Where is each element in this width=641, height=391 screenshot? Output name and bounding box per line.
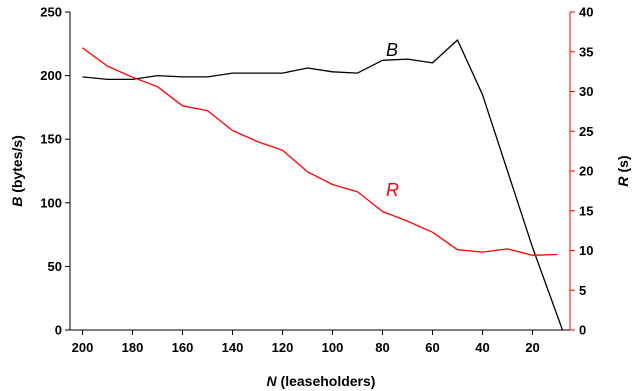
y-left-tick-label: 100 bbox=[40, 195, 62, 210]
y-right-tick-label: 5 bbox=[579, 283, 586, 298]
x-tick-label: 60 bbox=[425, 340, 439, 355]
series-line-r bbox=[82, 47, 558, 256]
x-tick-label: 40 bbox=[475, 340, 489, 355]
y-right-tick-label: 30 bbox=[579, 84, 593, 99]
y-right-tick-label: 35 bbox=[579, 44, 593, 59]
series-line-b bbox=[82, 39, 564, 331]
y-right-tick-label: 10 bbox=[579, 243, 593, 258]
y-right-tick-label: 20 bbox=[579, 164, 593, 179]
y-left-tick-label: 50 bbox=[48, 259, 62, 274]
y-right-tick-label: 25 bbox=[579, 124, 593, 139]
right-axis-ticks: 0 5 10 15 20 25 30 35 40 bbox=[570, 5, 593, 338]
x-tick-label: 140 bbox=[222, 340, 244, 355]
y-left-tick-label: 150 bbox=[40, 132, 62, 147]
y-right-tick-label: 0 bbox=[579, 323, 586, 338]
y-left-axis-title: B (bytes/s) bbox=[9, 135, 25, 207]
y-right-axis-title: R (s) bbox=[615, 155, 631, 186]
x-tick-label: 200 bbox=[72, 340, 94, 355]
y-left-tick-label: 250 bbox=[40, 5, 62, 20]
y-left-tick-label: 0 bbox=[55, 323, 62, 338]
x-axis-title: N (leaseholders) bbox=[267, 373, 376, 389]
x-tick-label: 120 bbox=[272, 340, 294, 355]
series-label-r: R bbox=[386, 180, 399, 200]
left-axis-ticks: 0 50 100 150 200 250 bbox=[40, 5, 70, 338]
axes bbox=[69, 12, 571, 331]
x-tick-label: 80 bbox=[375, 340, 389, 355]
x-tick-label: 100 bbox=[322, 340, 344, 355]
y-right-tick-label: 40 bbox=[579, 5, 593, 20]
series-label-b: B bbox=[386, 40, 398, 60]
series-layer bbox=[82, 39, 564, 331]
y-right-tick-label: 15 bbox=[579, 203, 593, 218]
x-axis-ticks: 200 180 160 140 120 100 80 60 40 20 bbox=[72, 330, 540, 355]
x-tick-label: 20 bbox=[525, 340, 539, 355]
x-tick-label: 180 bbox=[122, 340, 144, 355]
x-tick-label: 160 bbox=[172, 340, 194, 355]
y-left-tick-label: 200 bbox=[40, 68, 62, 83]
